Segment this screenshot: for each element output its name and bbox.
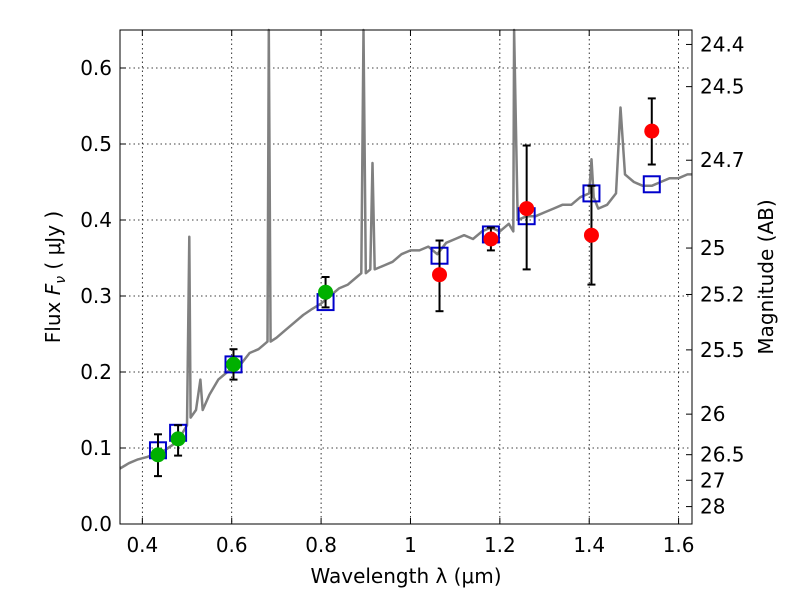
y-tick-label: 0.1 xyxy=(80,436,112,460)
y-tick-label: 0.5 xyxy=(80,132,112,156)
data-point xyxy=(583,227,599,243)
y-axis-label-prefix: Flux xyxy=(41,295,65,343)
y-tick-label: 0.0 xyxy=(80,512,112,536)
y-axis-label-symbol: F xyxy=(41,283,65,295)
y2-tick-label: 25.5 xyxy=(700,338,745,362)
data-point xyxy=(644,123,660,139)
y2-tick-label: 28 xyxy=(700,495,725,519)
x-tick-label: 1.6 xyxy=(663,533,695,557)
y-tick-label: 0.2 xyxy=(80,360,112,384)
data-point xyxy=(519,201,535,217)
data-point xyxy=(170,431,186,447)
grid-layer xyxy=(120,30,692,525)
x-axis-label: Wavelength λ (μm) xyxy=(310,564,501,588)
y2-tick-label: 25.2 xyxy=(700,282,745,306)
plot-frame xyxy=(119,29,693,525)
y2-tick-label: 25 xyxy=(700,236,725,260)
y-axis-label: Flux Fν ( μJy ) xyxy=(41,211,69,343)
y-axis-label-subscript: ν xyxy=(53,276,69,284)
x-tick-label: 0.4 xyxy=(126,533,158,557)
data-point xyxy=(483,231,499,247)
y2-tick-label: 24.7 xyxy=(700,148,745,172)
x-tick-label: 1.4 xyxy=(573,533,605,557)
y2-tick-label: 26 xyxy=(700,402,725,426)
data-point xyxy=(150,447,166,463)
data-point xyxy=(318,284,334,300)
y2-tick-label: 27 xyxy=(700,468,725,492)
points-layer xyxy=(148,97,661,478)
x-tick-label: 1.2 xyxy=(484,533,516,557)
y-tick-label: 0.3 xyxy=(80,284,112,308)
ticks-layer: 0.4 0.6 0.8 1 1.2 1.4 1.6 0.0 0.1 0.2 0.3 0.4 0.5 0.6… xyxy=(80,30,745,557)
y-tick-label: 0.4 xyxy=(80,208,112,232)
model-square xyxy=(642,175,661,194)
y2-axis-label: Magnitude (AB) xyxy=(754,199,778,354)
x-tick-label: 0.6 xyxy=(216,533,248,557)
data-point xyxy=(432,267,448,283)
x-tick-label: 0.8 xyxy=(305,533,337,557)
y-tick-label: 0.6 xyxy=(80,56,112,80)
y-axis-label-suffix: ( μJy ) xyxy=(41,211,65,276)
x-tick-label: 1 xyxy=(404,533,417,557)
y2-tick-label: 26.5 xyxy=(700,443,745,467)
y2-tick-label: 24.5 xyxy=(700,75,745,99)
spectrum-layer xyxy=(119,28,692,470)
data-point xyxy=(226,356,242,372)
y2-tick-label: 24.4 xyxy=(700,32,745,56)
spectrum-line xyxy=(119,28,692,470)
